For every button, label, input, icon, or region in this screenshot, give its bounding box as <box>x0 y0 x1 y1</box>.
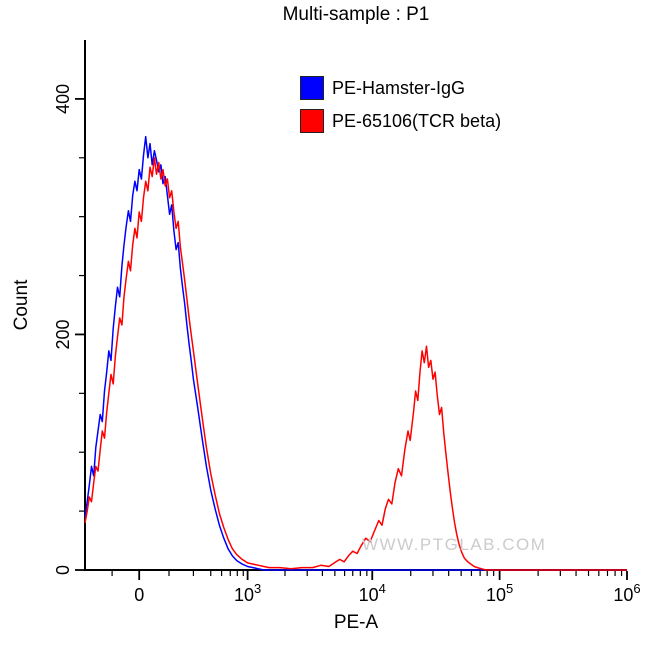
legend-swatch-blue <box>300 76 324 100</box>
chart-title: Multi-sample : P1 <box>282 4 430 25</box>
x-tick-label: 0 <box>134 585 144 605</box>
x-axis-label: PE-A <box>333 612 379 633</box>
legend: PE-Hamster-IgG PE-65106(TCR beta) <box>300 76 501 142</box>
legend-label: PE-Hamster-IgG <box>332 77 466 98</box>
legend-item: PE-65106(TCR beta) <box>300 109 501 133</box>
x-tick-label: 105 <box>486 581 513 605</box>
x-tick-label: 104 <box>359 581 386 605</box>
y-axis-label: Count <box>11 279 32 331</box>
y-tick-label: 200 <box>53 319 73 349</box>
x-tick-label: 106 <box>613 581 640 605</box>
y-tick-label: 0 <box>53 565 73 575</box>
watermark: WWW.PTGLAB.COM <box>362 535 547 554</box>
y-tick-label: 400 <box>53 84 73 114</box>
legend-swatch-red <box>300 109 324 133</box>
series-curve-0 <box>84 135 627 571</box>
legend-label: PE-65106(TCR beta) <box>332 110 502 131</box>
x-tick-label: 103 <box>234 581 261 605</box>
series-curve-1 <box>84 157 627 571</box>
legend-item: PE-Hamster-IgG <box>300 76 501 100</box>
